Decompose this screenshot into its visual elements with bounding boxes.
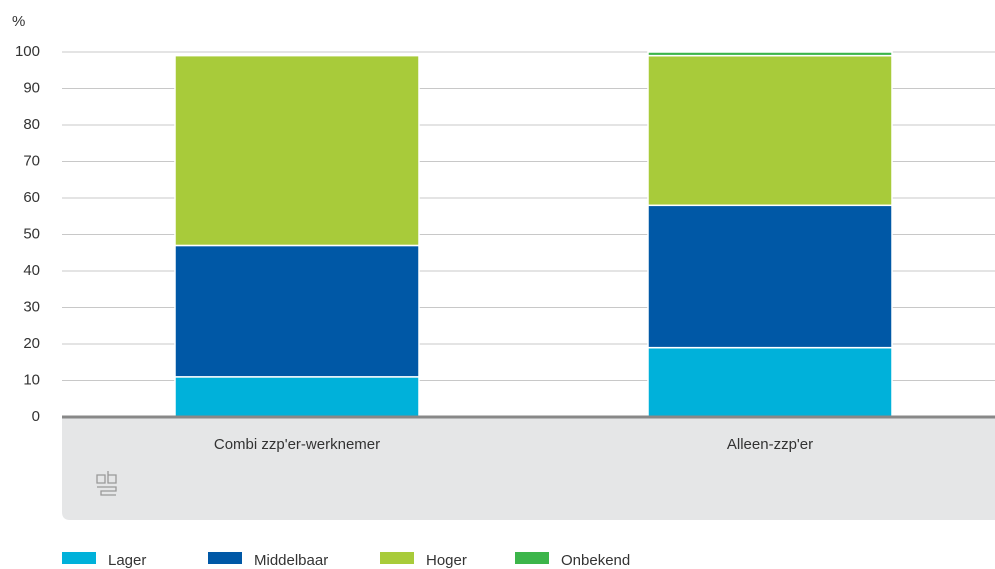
bar-segment [647, 204, 893, 349]
legend-label: Hoger [426, 552, 467, 569]
y-tick-label: 0 [32, 408, 40, 425]
y-tick-label: 90 [23, 79, 40, 96]
y-axis-label: % [12, 13, 25, 30]
y-tick-label: 40 [23, 262, 40, 279]
legend-swatch [380, 552, 414, 564]
category-band [62, 417, 995, 520]
legend-swatch [62, 552, 96, 564]
bar-segment [174, 54, 420, 247]
x-tick-label: Alleen-zzp'er [727, 436, 813, 453]
legend-swatch [208, 552, 242, 564]
bar-segment [647, 54, 893, 207]
y-tick-label: 10 [23, 371, 40, 388]
logo [96, 471, 117, 496]
x-tick-label: Combi zzp'er-werknemer [214, 436, 380, 453]
legend-label: Lager [108, 552, 146, 569]
bar-segment [647, 51, 893, 57]
bar-segment [174, 244, 420, 378]
legend-label: Onbekend [561, 552, 630, 569]
y-tick-label: 70 [23, 152, 40, 169]
y-tick-label: 30 [23, 298, 40, 315]
bar-segment [174, 376, 420, 418]
y-tick-label: 100 [15, 43, 40, 60]
bar-segment [647, 346, 893, 418]
y-tick-label: 60 [23, 189, 40, 206]
y-tick-label: 80 [23, 116, 40, 133]
legend-swatch [515, 552, 549, 564]
y-tick-label: 20 [23, 335, 40, 352]
y-tick-label: 50 [23, 225, 40, 242]
legend-label: Middelbaar [254, 552, 328, 569]
